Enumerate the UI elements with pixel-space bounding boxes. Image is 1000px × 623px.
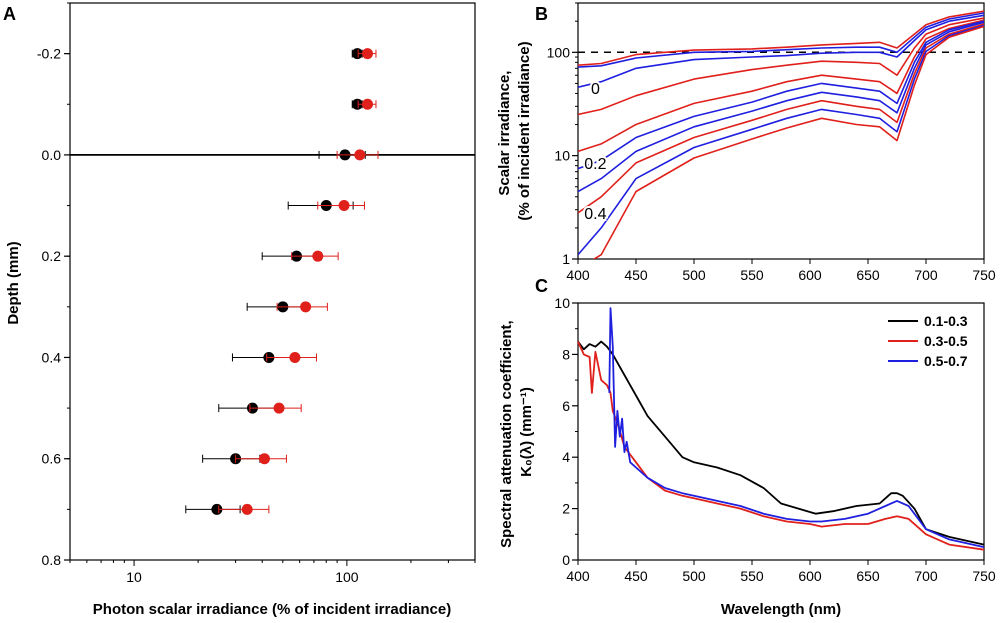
- panel-b-x-tick-label: 650: [856, 267, 880, 283]
- panel-b-series-0.0: [578, 14, 984, 88]
- panel-a-point: [361, 48, 373, 60]
- panel-c-x-tick-label: 700: [914, 568, 938, 584]
- panel-b-curve-label: 0.2: [584, 156, 606, 173]
- panel-c-x-tick-label: 650: [856, 568, 880, 584]
- panel-a-point: [338, 200, 350, 212]
- panel-c-x-tick-label: 500: [682, 568, 706, 584]
- panel-b-x-tick-label: 450: [624, 267, 648, 283]
- panel-a-point: [361, 98, 373, 110]
- panel-c-letter: C: [535, 276, 548, 296]
- panel-b-y-axis-title-line1: Scalar irradiance,: [496, 71, 513, 196]
- panel-a-point: [211, 503, 223, 515]
- panel-a-x-tick-label: 100: [335, 569, 359, 585]
- panel-b-x-tick-label: 550: [740, 267, 764, 283]
- panel-b-series--0.1: [578, 12, 984, 68]
- panel-a-point: [300, 301, 312, 313]
- panel-a-point: [351, 98, 363, 110]
- panel-b-letter: B: [535, 4, 548, 24]
- panel-a-y-tick-label: 0.6: [42, 451, 62, 467]
- panel-b-y-axis-title: Scalar irradiance, (% of incident irradi…: [496, 41, 533, 220]
- panel-a-point: [354, 149, 366, 161]
- panel-a-series-black: [185, 48, 366, 515]
- panel-a-y-axis-title: Depth (mm): [5, 241, 22, 324]
- panel-a: A Depth (mm) Photon scalar irradiance (%…: [3, 2, 476, 618]
- panel-c-y-axis-title-line1: Spectral attenuation coefficient,: [498, 320, 515, 548]
- panel-c-y-tick-label: 2: [562, 501, 570, 517]
- panel-b-series-0.2: [578, 19, 984, 153]
- panel-a-y-tick-label: 0.2: [42, 248, 62, 264]
- panel-b: B Scalar irradiance, (% of incident irra…: [496, 2, 996, 283]
- panel-b-x-tick-label: 500: [682, 267, 706, 283]
- panel-b-x-tick-label: 700: [914, 267, 938, 283]
- panel-b-curve-label: 0.4: [584, 206, 606, 223]
- panel-b-y-axis-title-line2: (% of incident irradiance): [516, 41, 533, 220]
- panel-c-series-0.5-0.7: [608, 307, 985, 548]
- panel-a-point: [289, 351, 301, 363]
- panel-b-series--0.2: [578, 10, 984, 66]
- panel-c: C Spectral attenuation coefficient, K₀(λ…: [498, 276, 996, 618]
- panel-c-y-tick-label: 8: [562, 346, 570, 362]
- panel-a-x-tick-label: 10: [126, 569, 142, 585]
- panel-c-series-0.1-0.3: [577, 340, 985, 546]
- panel-b-y-tick-label: 100: [547, 44, 571, 60]
- panel-a-point: [273, 402, 285, 414]
- panel-c-series-0.3-0.5: [577, 341, 985, 551]
- panel-a-series-red: [218, 48, 379, 515]
- panel-c-x-tick-label: 550: [740, 568, 764, 584]
- panel-a-letter: A: [3, 4, 16, 24]
- panel-b-y-tick-label: 1: [562, 251, 570, 267]
- panel-c-legend-label: 0.3-0.5: [924, 333, 968, 349]
- panel-c-y-tick-label: 4: [562, 449, 570, 465]
- panel-b-series-0.1: [578, 17, 984, 116]
- panel-b-series-0.7: [592, 25, 984, 259]
- panel-a-point: [351, 48, 363, 60]
- panel-b-frame: [577, 2, 985, 260]
- panel-c-y-tick-label: 10: [554, 295, 570, 311]
- panel-a-point: [312, 250, 324, 262]
- panel-b-series-0.3: [578, 20, 984, 170]
- panel-b-series-0.6: [578, 24, 984, 256]
- panel-c-x-tick-label: 750: [972, 568, 996, 584]
- panel-a-y-tick-label: 0.4: [42, 349, 62, 365]
- panel-b-x-tick-label: 750: [972, 267, 996, 283]
- panel-a-x-axis-title: Photon scalar irradiance (% of incident …: [93, 601, 451, 618]
- panel-b-curve-label: 0: [591, 81, 600, 98]
- panel-a-point: [258, 453, 270, 465]
- panel-b-y-tick-label: 10: [554, 148, 570, 164]
- panel-c-legend-label: 0.1-0.3: [924, 313, 968, 329]
- panel-a-y-tick-label: 0.0: [42, 147, 62, 163]
- panel-a-y-tick-label: 0.8: [42, 552, 62, 568]
- panel-b-x-tick-label: 400: [566, 267, 590, 283]
- panel-c-y-axis-title-line2: K₀(λ) (mm⁻¹): [518, 387, 535, 477]
- panel-c-x-axis-title: Wavelength (nm): [721, 601, 841, 618]
- panel-a-frame: [69, 2, 476, 561]
- panel-b-x-tick-label: 600: [798, 267, 822, 283]
- panel-c-legend-label: 0.5-0.7: [924, 353, 968, 369]
- panel-c-y-tick-label: 6: [562, 398, 570, 414]
- panel-c-y-axis-title: Spectral attenuation coefficient, K₀(λ) …: [498, 316, 535, 548]
- panel-c-y-tick-label: 0: [562, 552, 570, 568]
- panel-a-point: [241, 503, 253, 515]
- panel-b-series-0.4: [578, 21, 984, 193]
- panel-b-series-0.5: [578, 23, 984, 214]
- panel-b-plot-area: [578, 10, 984, 259]
- panel-c-x-tick-label: 400: [566, 568, 590, 584]
- panel-a-y-tick-label: -0.2: [37, 46, 61, 62]
- panel-c-x-tick-label: 450: [624, 568, 648, 584]
- panel-c-x-tick-label: 600: [798, 568, 822, 584]
